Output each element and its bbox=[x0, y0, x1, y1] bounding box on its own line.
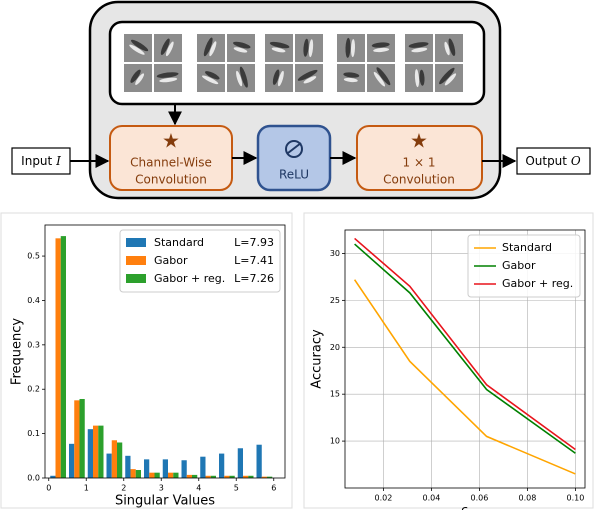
bar bbox=[74, 400, 79, 478]
box-label: ReLU bbox=[279, 168, 309, 182]
legend-label: Gabor + reg. bbox=[502, 277, 573, 290]
legend-note: L=7.41 bbox=[234, 254, 274, 267]
legend-note: L=7.26 bbox=[234, 272, 274, 285]
bar bbox=[155, 473, 160, 478]
legend-label: Standard bbox=[502, 241, 552, 254]
bar bbox=[257, 445, 262, 478]
y-tick-label: 10 bbox=[330, 437, 340, 446]
bar bbox=[168, 473, 173, 478]
legend-swatch bbox=[126, 238, 146, 247]
y-tick-label: 0.3 bbox=[27, 340, 40, 349]
x-tick-label: 4 bbox=[196, 484, 201, 493]
bar bbox=[144, 459, 149, 478]
legend-label: Gabor bbox=[154, 254, 188, 267]
output-symbol: O bbox=[571, 154, 581, 168]
bar bbox=[107, 454, 112, 478]
bar bbox=[219, 454, 224, 478]
page: ★ Channel-Wise Convolution ReLU ★ 1 × 1 … bbox=[0, 0, 594, 510]
legend-note: L=7.93 bbox=[234, 236, 274, 249]
bar bbox=[93, 426, 98, 478]
output-text: Output bbox=[525, 154, 567, 168]
y-axis-label: Accuracy bbox=[310, 329, 325, 389]
bar bbox=[163, 459, 168, 478]
x-tick-label: 0.10 bbox=[566, 494, 584, 503]
legend-label: Standard bbox=[154, 236, 204, 249]
bar bbox=[117, 442, 122, 478]
bar bbox=[98, 426, 103, 478]
x-tick-label: 5 bbox=[234, 484, 239, 493]
y-tick-label: 0.4 bbox=[27, 296, 40, 305]
bar bbox=[238, 448, 243, 478]
legend-label: Gabor bbox=[502, 259, 536, 272]
bar bbox=[112, 440, 117, 478]
input-symbol: I bbox=[55, 154, 61, 168]
input-label: Input I bbox=[21, 154, 61, 168]
bar bbox=[136, 470, 141, 478]
bar bbox=[200, 457, 205, 478]
x-tick-label: 0.08 bbox=[518, 494, 536, 503]
y-tick-label: 0.5 bbox=[27, 252, 40, 261]
bar bbox=[173, 473, 178, 478]
bar bbox=[192, 475, 197, 478]
y-tick-label: 20 bbox=[330, 343, 340, 352]
output-label: Output O bbox=[525, 154, 581, 168]
y-tick-label: 30 bbox=[330, 249, 340, 258]
y-tick-label: 0.0 bbox=[27, 474, 40, 483]
x-tick-label: 3 bbox=[159, 484, 164, 493]
bar bbox=[61, 236, 66, 478]
y-tick-label: 25 bbox=[330, 296, 340, 305]
star-icon: ★ bbox=[162, 129, 180, 153]
box-label: Channel-Wise bbox=[130, 156, 212, 170]
x-tick-label: 0 bbox=[46, 484, 51, 493]
bar bbox=[149, 473, 154, 478]
box-label: Convolution bbox=[135, 173, 207, 187]
bar bbox=[187, 475, 192, 478]
legend-swatch bbox=[126, 274, 146, 283]
bar bbox=[131, 469, 136, 478]
x-tick-label: 0.06 bbox=[470, 494, 488, 503]
y-tick-label: 15 bbox=[330, 390, 340, 399]
x-axis-label: ϵ bbox=[461, 504, 469, 510]
legend-swatch bbox=[126, 256, 146, 265]
figure: ★ Channel-Wise Convolution ReLU ★ 1 × 1 … bbox=[0, 0, 594, 510]
bar bbox=[182, 460, 187, 478]
x-tick-label: 1 bbox=[84, 484, 89, 493]
y-tick-label: 0.2 bbox=[27, 385, 40, 394]
bar bbox=[69, 444, 74, 478]
star-icon: ★ bbox=[410, 129, 428, 153]
y-axis-label: Frequency bbox=[10, 318, 25, 385]
x-axis-label: Singular Values bbox=[115, 494, 215, 509]
bar bbox=[80, 399, 85, 478]
bar bbox=[88, 429, 93, 478]
box-label: Convolution bbox=[383, 173, 455, 187]
x-tick-label: 0.02 bbox=[374, 494, 392, 503]
box-label: 1 × 1 bbox=[403, 156, 436, 170]
bar bbox=[125, 456, 130, 478]
y-tick-label: 0.1 bbox=[27, 429, 40, 438]
bar bbox=[56, 238, 61, 478]
x-tick-label: 6 bbox=[271, 484, 276, 493]
x-tick-label: 2 bbox=[121, 484, 126, 493]
legend-label: Gabor + reg. bbox=[154, 272, 225, 285]
x-tick-label: 0.04 bbox=[422, 494, 440, 503]
input-text: Input bbox=[21, 154, 52, 168]
